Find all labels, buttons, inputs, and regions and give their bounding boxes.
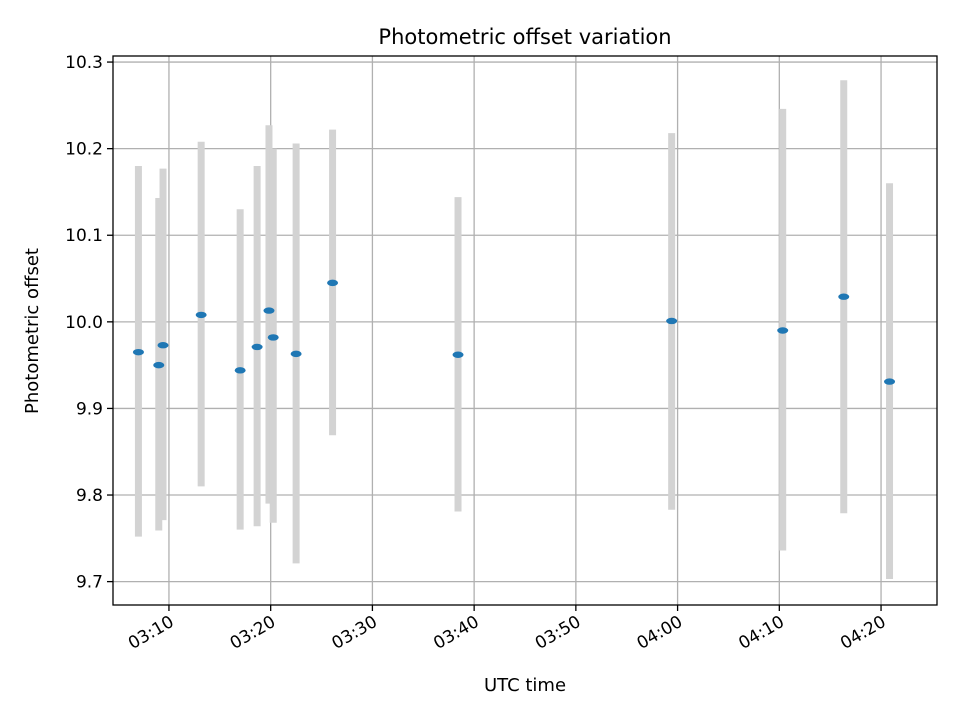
y-axis-ticks: 9.7 9.8 9.9 10.0 10.1 10.2 10.3: [65, 53, 113, 593]
data-point: [234, 367, 246, 374]
data-point: [157, 342, 169, 349]
x-axis-label: UTC time: [484, 675, 566, 696]
data-point: [132, 348, 144, 356]
y-tick-label: 10.2: [65, 140, 103, 160]
y-tick-label: 9.7: [76, 573, 103, 593]
data-point: [263, 307, 275, 314]
y-tick-label: 9.8: [76, 486, 103, 506]
y-tick-label: 10.0: [65, 313, 103, 333]
y-tick-label: 10.3: [65, 53, 103, 73]
data-point: [153, 361, 165, 369]
data-point: [838, 293, 850, 300]
data-point: [195, 311, 207, 319]
chart-title: Photometric offset variation: [378, 25, 671, 49]
data-point: [666, 317, 678, 325]
y-axis-label: Photometric offset: [22, 248, 43, 414]
data-point: [327, 279, 339, 287]
data-point: [452, 351, 464, 358]
data-point: [884, 378, 896, 385]
y-tick-label: 10.1: [65, 226, 103, 246]
data-point: [290, 350, 302, 358]
data-points: [132, 279, 896, 385]
y-tick-label: 9.9: [76, 399, 103, 419]
data-point: [251, 343, 263, 351]
plot-frame: [112, 55, 938, 606]
data-point: [777, 327, 789, 334]
grid-lines: [113, 56, 937, 605]
data-point: [267, 334, 279, 341]
